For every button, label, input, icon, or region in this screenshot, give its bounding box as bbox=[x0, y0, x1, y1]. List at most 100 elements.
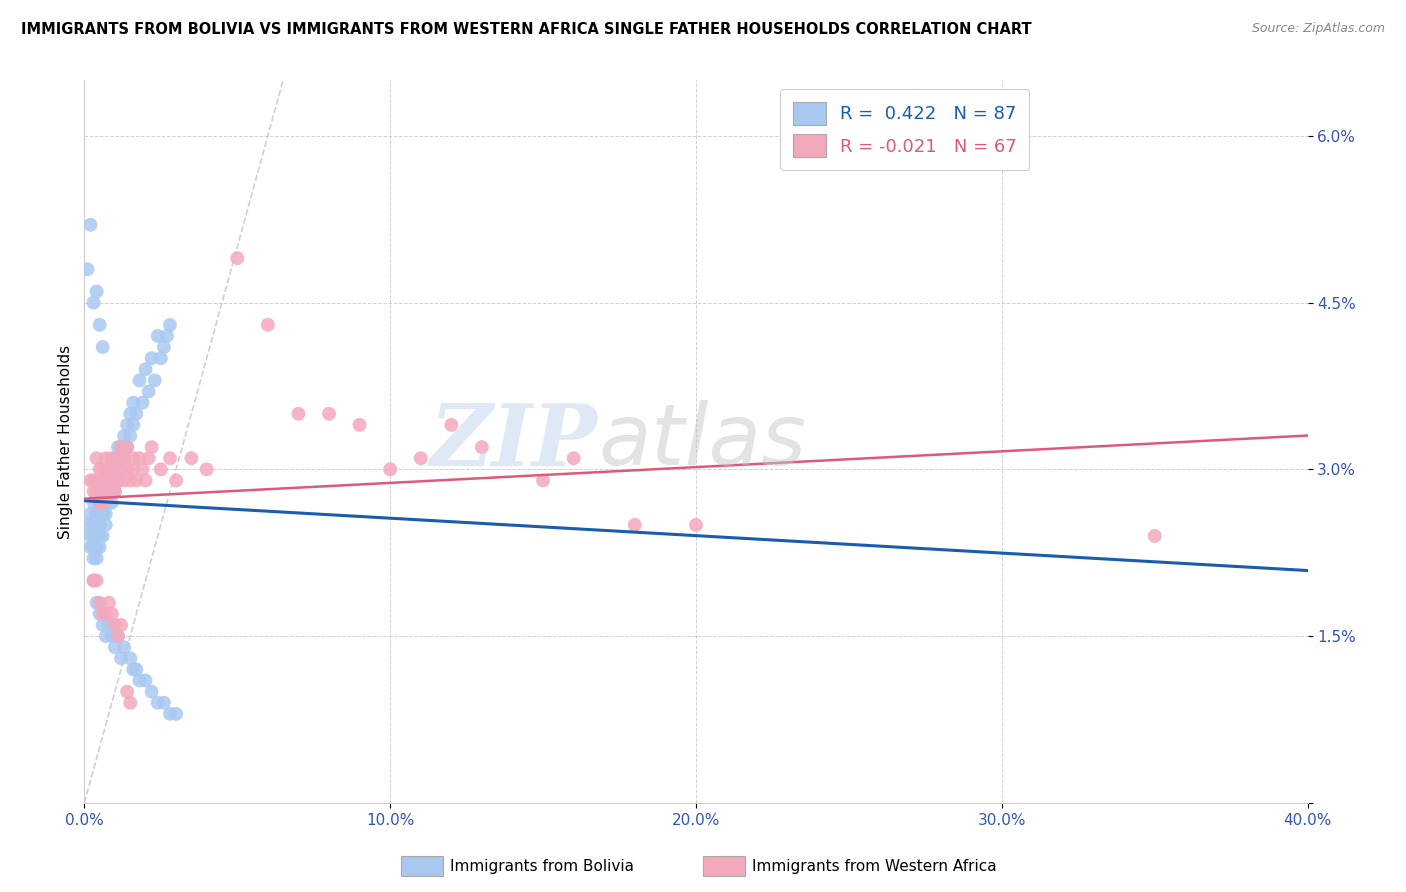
Point bbox=[86, 529, 108, 543]
Point bbox=[112, 451, 135, 466]
Point bbox=[76, 517, 98, 532]
Point bbox=[91, 618, 114, 632]
Point bbox=[257, 318, 280, 332]
Point bbox=[83, 574, 105, 588]
Point bbox=[86, 484, 108, 499]
Point bbox=[97, 462, 120, 476]
Point bbox=[349, 417, 371, 432]
Text: Source: ZipAtlas.com: Source: ZipAtlas.com bbox=[1251, 22, 1385, 36]
Point bbox=[94, 451, 117, 466]
Point bbox=[165, 706, 187, 721]
Point bbox=[107, 462, 129, 476]
Point bbox=[97, 496, 120, 510]
Point bbox=[97, 596, 120, 610]
Point bbox=[159, 318, 181, 332]
Point bbox=[685, 517, 707, 532]
Point bbox=[131, 462, 153, 476]
Point bbox=[89, 607, 111, 621]
Point bbox=[101, 629, 124, 643]
Point bbox=[128, 373, 150, 387]
Point bbox=[86, 596, 108, 610]
Point bbox=[122, 417, 145, 432]
Point bbox=[146, 329, 169, 343]
Point bbox=[135, 362, 157, 376]
Point bbox=[153, 340, 176, 354]
Point bbox=[104, 484, 127, 499]
Point bbox=[471, 440, 494, 454]
Point bbox=[128, 451, 150, 466]
Point bbox=[104, 462, 127, 476]
Point bbox=[115, 440, 138, 454]
Point bbox=[101, 474, 124, 488]
Point bbox=[91, 484, 114, 499]
Point bbox=[89, 462, 111, 476]
Text: atlas: atlas bbox=[598, 400, 806, 483]
Text: IMMIGRANTS FROM BOLIVIA VS IMMIGRANTS FROM WESTERN AFRICA SINGLE FATHER HOUSEHOL: IMMIGRANTS FROM BOLIVIA VS IMMIGRANTS FR… bbox=[21, 22, 1032, 37]
Point bbox=[115, 440, 138, 454]
Point bbox=[318, 407, 340, 421]
Point bbox=[83, 474, 105, 488]
Point bbox=[91, 529, 114, 543]
Point bbox=[120, 429, 142, 443]
Point bbox=[110, 440, 132, 454]
Point bbox=[86, 551, 108, 566]
Point bbox=[104, 451, 127, 466]
Point bbox=[91, 507, 114, 521]
Point bbox=[110, 618, 132, 632]
Point bbox=[86, 540, 108, 554]
Point bbox=[159, 451, 181, 466]
Point bbox=[79, 218, 101, 232]
Point bbox=[138, 384, 160, 399]
Point bbox=[91, 496, 114, 510]
Point bbox=[94, 517, 117, 532]
Point bbox=[128, 673, 150, 688]
Point bbox=[149, 351, 172, 366]
Point bbox=[135, 474, 157, 488]
Point bbox=[79, 474, 101, 488]
Point bbox=[104, 484, 127, 499]
Point bbox=[94, 496, 117, 510]
Text: ZIP: ZIP bbox=[430, 400, 598, 483]
Point bbox=[115, 684, 138, 698]
Point bbox=[83, 517, 105, 532]
Point bbox=[89, 596, 111, 610]
Point bbox=[131, 395, 153, 409]
Point bbox=[165, 474, 187, 488]
Point bbox=[86, 451, 108, 466]
Point bbox=[101, 451, 124, 466]
Point bbox=[89, 496, 111, 510]
Point bbox=[91, 462, 114, 476]
Point bbox=[149, 462, 172, 476]
Point bbox=[104, 618, 127, 632]
Point bbox=[110, 440, 132, 454]
Point bbox=[115, 417, 138, 432]
Point bbox=[110, 462, 132, 476]
Point bbox=[79, 540, 101, 554]
Point bbox=[83, 540, 105, 554]
Point bbox=[226, 251, 249, 265]
Point bbox=[89, 318, 111, 332]
Point bbox=[97, 484, 120, 499]
Point bbox=[94, 474, 117, 488]
Point bbox=[91, 340, 114, 354]
Point bbox=[562, 451, 585, 466]
Point bbox=[115, 462, 138, 476]
Point bbox=[86, 285, 108, 299]
Point bbox=[112, 474, 135, 488]
Point bbox=[107, 440, 129, 454]
Point bbox=[120, 696, 142, 710]
Point bbox=[83, 484, 105, 499]
Point bbox=[195, 462, 218, 476]
Point bbox=[120, 474, 142, 488]
Point bbox=[110, 651, 132, 665]
Point bbox=[107, 629, 129, 643]
Point bbox=[122, 462, 145, 476]
Point bbox=[159, 706, 181, 721]
Point bbox=[143, 373, 166, 387]
Point bbox=[83, 295, 105, 310]
Point bbox=[94, 507, 117, 521]
Point bbox=[156, 329, 179, 343]
Point bbox=[97, 474, 120, 488]
Point bbox=[83, 529, 105, 543]
Point bbox=[122, 451, 145, 466]
